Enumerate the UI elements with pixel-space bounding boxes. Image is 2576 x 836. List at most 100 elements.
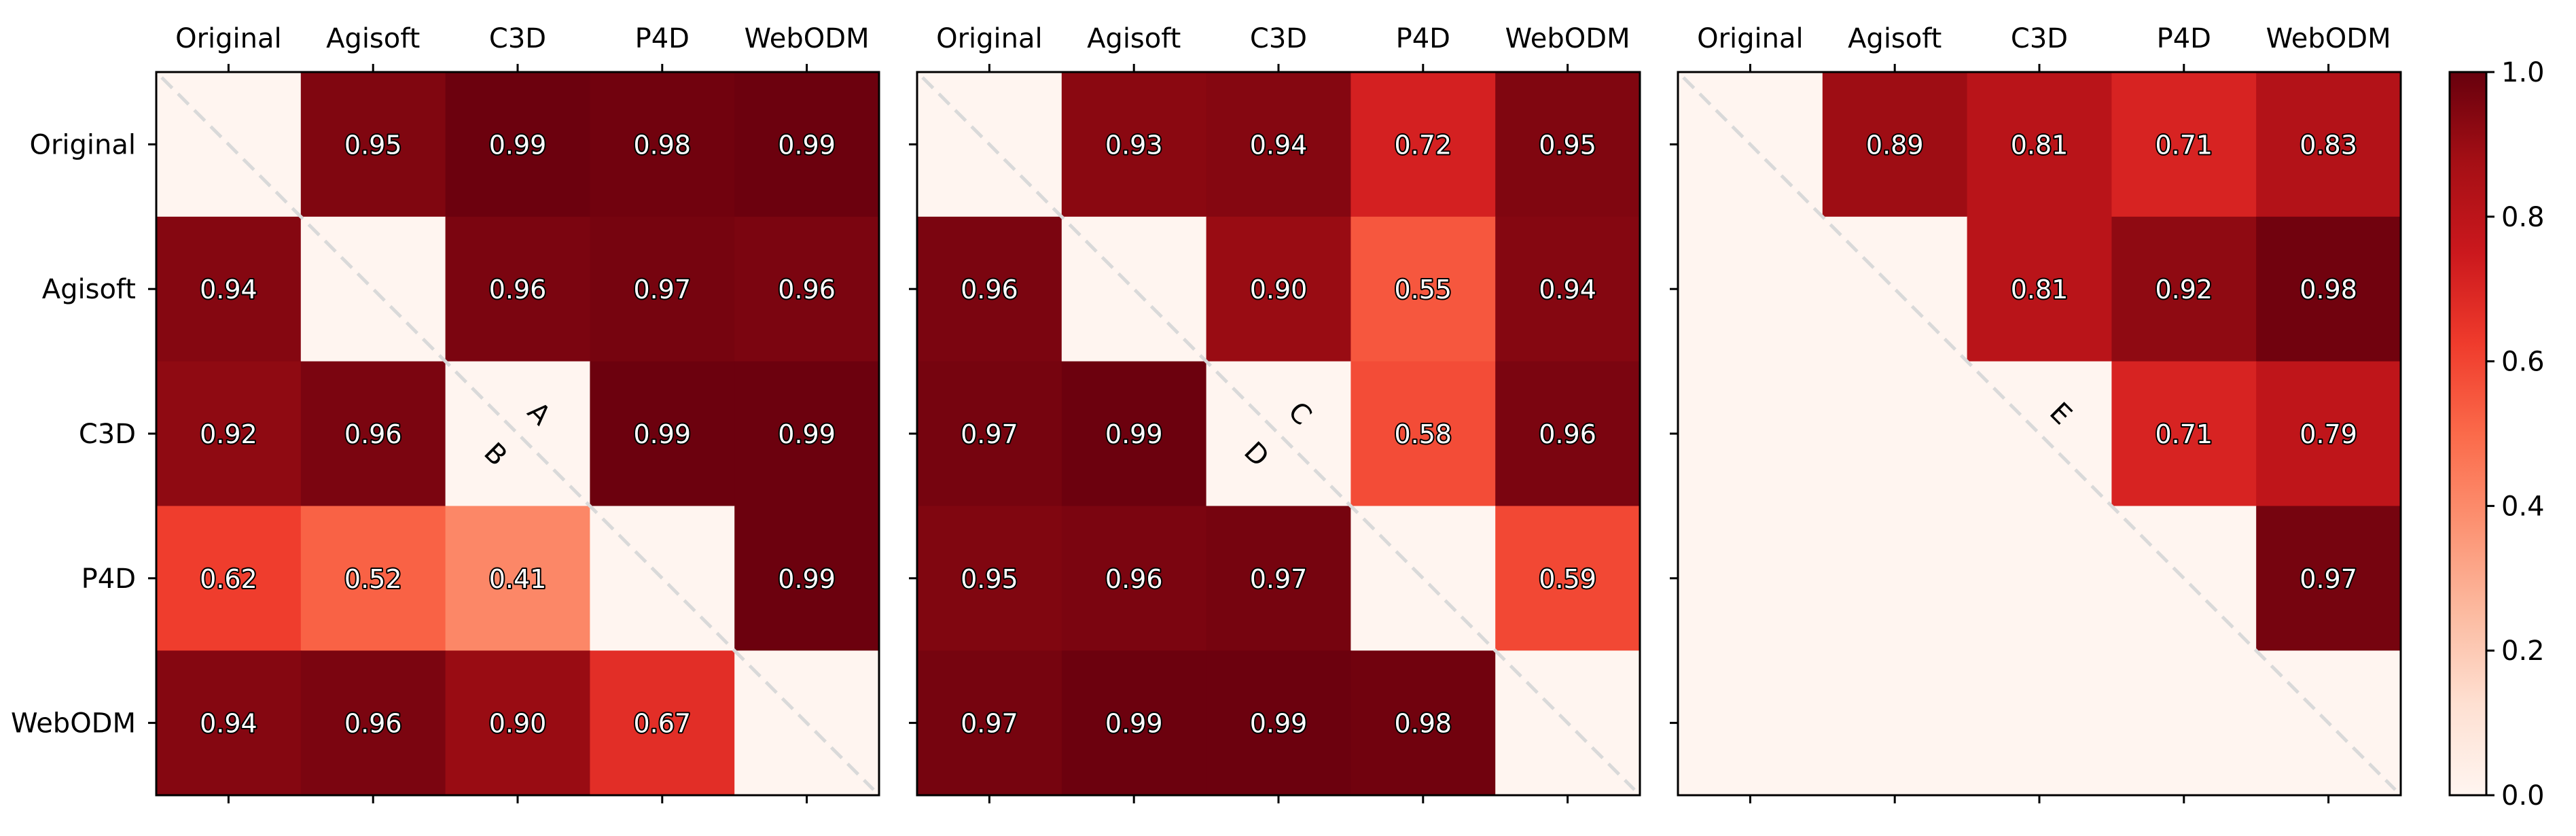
heatmap-cell	[445, 72, 590, 217]
diagonal-line	[921, 76, 1636, 791]
heatmap-cell	[734, 361, 880, 506]
colorbar: 0.0 0.2 0.4 0.6 0.8 1.0	[2448, 57, 2545, 812]
cell-value-label: 0.67	[633, 709, 691, 739]
heatmap-cell	[300, 361, 446, 506]
y-tick-label: Original	[29, 129, 136, 160]
cell-value-label: 0.96	[1105, 564, 1163, 594]
heatmap-cell	[2111, 72, 2257, 217]
heatmap-cell	[1678, 506, 1823, 651]
cell-value-label: 0.90	[1250, 275, 1308, 304]
cell-value-label: 0.71	[2155, 419, 2213, 449]
heatmap-cell	[1967, 506, 2112, 651]
heatmap-cell	[1822, 361, 1968, 506]
heatmap-cell	[1822, 216, 1968, 362]
heatmap-cell	[1678, 650, 1823, 796]
cell-value-label: 0.81	[2011, 130, 2069, 160]
x-tick-label: Original	[1697, 23, 1804, 54]
heatmap-cell	[300, 650, 446, 796]
heatmap-cell	[156, 361, 302, 506]
colorbar-gradient	[2450, 72, 2486, 795]
heatmap-cell	[1495, 216, 1641, 362]
heatmap-cell	[1967, 361, 2112, 506]
heatmap-panel-1: 0.95 0.99 0.98 0.99 0.94 0.96 0.97 0.96 0.92 0.96…	[11, 23, 880, 803]
heatmap-cell	[445, 506, 590, 651]
heatmap-cell	[917, 361, 1062, 506]
x-tick-label: WebODM	[2266, 23, 2391, 54]
cell-value-label: 0.95	[344, 130, 402, 160]
cell-value-label: 0.98	[633, 130, 691, 160]
colorbar-tick-label: 0.0	[2501, 780, 2545, 812]
x-tick-label: Original	[936, 23, 1043, 54]
cell-value-label: 0.72	[1394, 130, 1452, 160]
cell-value-label: 0.94	[1250, 130, 1308, 160]
heatmap-cell	[1822, 506, 1968, 651]
colorbar-tick-label: 1.0	[2501, 57, 2545, 88]
cell-value-label: 0.97	[961, 419, 1018, 449]
colorbar-tick-label: 0.4	[2501, 491, 2545, 522]
x-tick-label: C3D	[489, 23, 546, 54]
colorbar-tick-label: 0.2	[2501, 635, 2545, 667]
heatmap-cell	[2256, 506, 2401, 651]
heatmap-cell	[1350, 72, 1496, 217]
cell-value-label: 0.94	[200, 709, 257, 739]
x-tick-label: Original	[175, 23, 282, 54]
heatmap-cell	[1061, 216, 1207, 362]
y-tick-label: C3D	[79, 419, 136, 450]
cell-value-label: 0.79	[2300, 419, 2357, 449]
colorbar-tick-label: 0.8	[2501, 202, 2545, 233]
cell-value-label: 0.96	[344, 709, 402, 739]
cell-value-label: 0.96	[489, 275, 547, 304]
heatmap-cell	[1206, 361, 1351, 506]
heatmap-cell	[590, 361, 735, 506]
heatmap-cell	[2256, 361, 2401, 506]
heatmap-cell	[1967, 72, 2112, 217]
cell-value-label: 0.99	[1105, 709, 1163, 739]
heatmap-cell	[1206, 72, 1351, 217]
cell-value-label: 0.95	[961, 564, 1018, 594]
heatmap-cell	[445, 216, 590, 362]
y-tick-label: P4D	[82, 563, 136, 595]
cell-value-label: 0.99	[778, 419, 836, 449]
cell-value-label: 0.96	[1539, 419, 1596, 449]
heatmap-cell	[1350, 650, 1496, 796]
heatmap-cell	[1061, 650, 1207, 796]
heatmap-cell	[1967, 216, 2112, 362]
cell-value-label: 0.92	[200, 419, 257, 449]
heatmap-cell	[734, 72, 880, 217]
heatmap-cell	[1061, 361, 1207, 506]
colorbar-frame	[2448, 71, 2488, 797]
cell-value-label: 0.98	[2300, 275, 2357, 304]
heatmap-cell	[917, 650, 1062, 796]
cell-value-label: 0.94	[200, 275, 257, 304]
cell-value-label: 0.99	[633, 419, 691, 449]
cell-value-label: 0.97	[961, 709, 1018, 739]
heatmap-cell	[1495, 506, 1641, 651]
x-tick-label: WebODM	[1505, 23, 1630, 54]
x-tick-label: C3D	[2011, 23, 2068, 54]
heatmap-cell	[2256, 216, 2401, 362]
cell-value-label: 0.96	[778, 275, 836, 304]
heatmap-cell	[156, 650, 302, 796]
heatmap-cell	[1061, 72, 1207, 217]
heatmap-cell	[156, 216, 302, 362]
heatmap-cell	[1967, 650, 2112, 796]
heatmap-cell	[1822, 72, 1968, 217]
cell-value-label: 0.97	[1250, 564, 1308, 594]
cell-value-label: 0.93	[1105, 130, 1163, 160]
cell-value-label: 0.52	[344, 564, 402, 594]
heatmap-cell	[590, 216, 735, 362]
cell-value-label: 0.92	[2155, 275, 2213, 304]
diagonal-line	[160, 76, 875, 791]
x-tick-label: P4D	[635, 23, 690, 54]
cell-value-label: 0.58	[1394, 419, 1452, 449]
cell-value-label: 0.90	[489, 709, 547, 739]
cell-value-label: 0.81	[2011, 275, 2069, 304]
heatmap-cell	[1206, 650, 1351, 796]
colorbar-tick-label: 0.6	[2501, 347, 2545, 378]
cell-value-label: 0.99	[1105, 419, 1163, 449]
heatmap-panel-3: 0.89 0.81 0.71 0.83 0.81 0.92 0.98 0.71 0.79 0.97…	[1670, 23, 2402, 803]
cell-value-label: 0.97	[633, 275, 691, 304]
diagonal-line	[1682, 76, 2397, 791]
cell-value-label: 0.96	[961, 275, 1018, 304]
